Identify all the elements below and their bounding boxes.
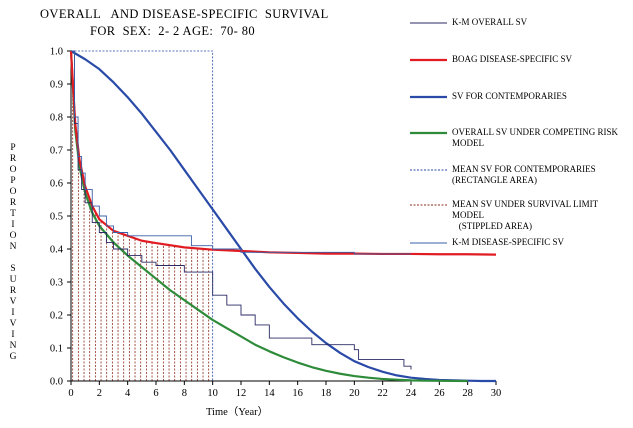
x-tick-label: 30 [491, 388, 502, 399]
x-tick-label: 18 [321, 388, 332, 399]
x-tick-label: 6 [153, 388, 158, 399]
y-tick-label: 0.7 [50, 146, 63, 157]
x-tick-label: 20 [349, 388, 360, 399]
x-tick-label: 0 [68, 388, 73, 399]
x-axis-label: Time（Year） [206, 407, 269, 418]
legend-label-mean_contemp: MEAN SV FOR CONTEMPORARIES (RECTANGLE AR… [452, 164, 596, 185]
legend-label-km_overall: K-M OVERALL SV [452, 17, 528, 27]
legend-label-km_disease: K-M DISEASE-SPECIFIC SV [452, 237, 565, 247]
x-tick-label: 14 [264, 388, 275, 399]
y-axis-label-letter: U [9, 275, 17, 285]
y-axis-label-letter: S [10, 264, 16, 274]
x-tick-label: 8 [182, 388, 187, 399]
y-axis-label-letter: R [9, 286, 17, 296]
y-axis-label-letter: R [9, 198, 17, 208]
y-axis-label-letter: T [10, 209, 16, 219]
chart-title-line1: OVERALL AND DISEASE-SPECIFIC SURVIVAL [40, 7, 329, 21]
y-axis-label-letter: R [9, 154, 17, 164]
series-k-m-disease-specific-sv [71, 50, 411, 255]
y-axis-label-letter: I [11, 220, 15, 230]
y-axis-label-letter: O [9, 165, 17, 175]
x-tick-label: 12 [236, 388, 247, 399]
y-tick-label: 0.5 [50, 212, 63, 223]
y-tick-label: 0.8 [50, 113, 63, 124]
series-k-m-overall-sv [71, 50, 412, 370]
series-sv-for-contemporaries [70, 50, 496, 383]
chart-title-line2: FOR SEX: 2- 2 AGE: 70- 80 [90, 24, 256, 38]
y-axis-label-letter: N [9, 242, 17, 252]
series-overall-sv-under-competing-risk-model [69, 50, 468, 383]
y-tick-label: 0.1 [50, 344, 63, 355]
legend-label-contemporaries: SV FOR CONTEMPORARIES [452, 91, 567, 101]
y-axis-label-letter: V [9, 319, 17, 329]
x-tick-label: 16 [292, 388, 303, 399]
y-tick-label: 0.3 [50, 278, 63, 289]
y-tick-label: 0.0 [50, 377, 63, 388]
x-tick-label: 10 [207, 388, 218, 399]
y-axis-label-letter: P [10, 143, 16, 153]
y-tick-label: 0.6 [50, 179, 63, 190]
y-tick-label: 0.4 [50, 245, 64, 256]
x-tick-label: 22 [377, 388, 388, 399]
legend-label-boag: BOAG DISEASE-SPECIFIC SV [452, 54, 573, 64]
y-axis-label-letter: V [9, 297, 17, 307]
y-axis-label-letter: G [9, 352, 17, 362]
y-axis-label-letter: N [9, 341, 17, 351]
x-tick-label: 24 [406, 388, 417, 399]
y-tick-label: 0.9 [50, 80, 63, 91]
y-tick-label: 1.0 [50, 47, 63, 58]
x-tick-label: 2 [97, 388, 102, 399]
plot-area: 0.00.10.20.30.40.50.60.70.80.91.00 2 4 6 8 10… [50, 47, 501, 400]
y-axis-label-letter: I [11, 308, 15, 318]
legend-label-competing: OVERALL SV UNDER COMPETING RISK MODEL [452, 127, 619, 148]
y-axis-label-letter: O [9, 187, 17, 197]
y-axis-label-letter: I [11, 330, 15, 340]
legend-label-mean_limit: MEAN SV UNDER SURVIVAL LIMIT MODEL (STIP… [452, 199, 599, 231]
y-axis-label-letter: P [10, 176, 16, 186]
y-tick-label: 0.2 [50, 311, 63, 322]
x-tick-label: 4 [125, 388, 131, 399]
y-axis-label-letter: O [9, 231, 17, 241]
x-tick-label: 28 [462, 388, 473, 399]
x-tick-label: 26 [434, 388, 445, 399]
series-boag-disease-specific-sv [69, 50, 497, 256]
